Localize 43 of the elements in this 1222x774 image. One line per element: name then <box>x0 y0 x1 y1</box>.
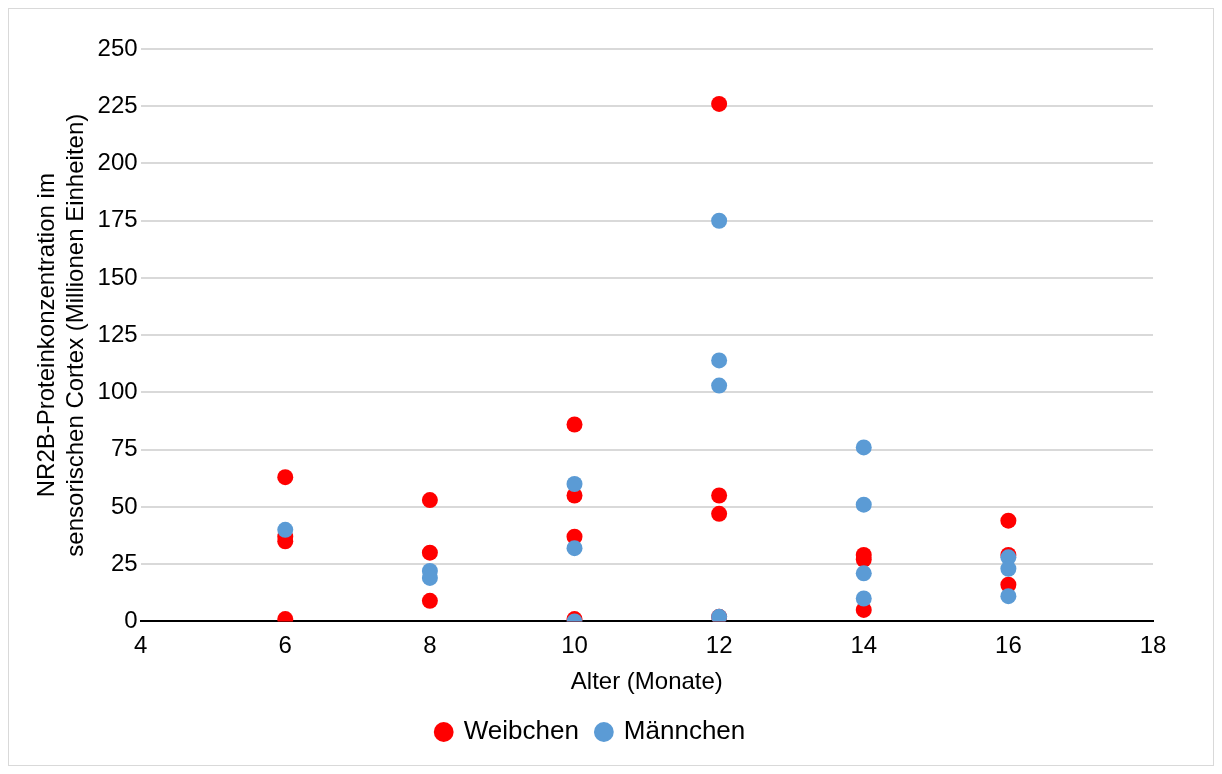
x-axis-title: Alter (Monate) <box>570 667 723 695</box>
point <box>711 377 728 394</box>
point <box>855 439 872 456</box>
point <box>711 95 728 112</box>
point <box>711 352 728 369</box>
point <box>711 505 728 522</box>
x-tick-label: 12 <box>705 631 733 659</box>
y-tick-label: 250 <box>97 33 138 61</box>
point <box>277 469 294 486</box>
legend-label: Männchen <box>623 715 746 746</box>
point <box>711 212 728 229</box>
x-tick-label: 14 <box>850 631 878 659</box>
x-tick-label: 4 <box>133 631 148 659</box>
y-tick-label: 100 <box>97 377 138 405</box>
y-tick-label: 25 <box>110 548 138 576</box>
x-tick-label: 18 <box>1139 631 1167 659</box>
point <box>711 487 728 504</box>
point <box>1000 512 1017 529</box>
point <box>421 544 438 561</box>
point <box>566 476 583 493</box>
point <box>566 540 583 557</box>
point <box>421 492 438 509</box>
y-tick-label: 50 <box>110 491 138 519</box>
y-tick-label: 75 <box>110 434 138 462</box>
y-tick-label: 175 <box>97 205 138 233</box>
x-tick-label: 16 <box>995 631 1022 659</box>
y-axis-title: NR2B-Proteinkonzentration im sensorischen Cortex (Millionen Einheiten) <box>32 113 88 557</box>
legend-label: Weibchen <box>463 715 579 746</box>
point <box>277 521 294 538</box>
y-tick-label: 200 <box>97 148 138 176</box>
x-tick-label: 8 <box>423 631 437 659</box>
point <box>855 496 872 513</box>
point <box>855 590 872 607</box>
y-tick-label: 150 <box>97 262 138 290</box>
point <box>1000 588 1017 605</box>
y-tick-label: 0 <box>124 606 138 634</box>
x-tick-label: 6 <box>278 631 292 659</box>
x-tick-label: 10 <box>561 631 588 659</box>
point <box>566 416 583 433</box>
y-tick-label: 225 <box>97 90 138 118</box>
point <box>855 565 872 582</box>
point <box>421 592 438 609</box>
y-tick-label: 125 <box>97 319 138 347</box>
